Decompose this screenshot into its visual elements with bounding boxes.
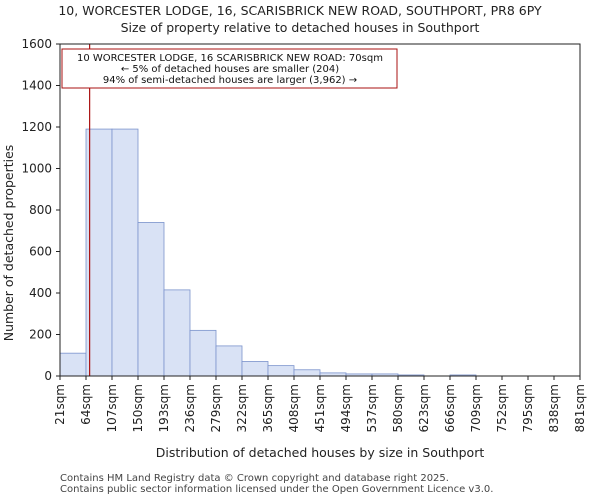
x-tick-label: 752sqm: [495, 384, 509, 432]
bar-365sqm: [267, 365, 295, 377]
x-tick-label: 64sqm: [79, 384, 93, 425]
y-tick-label: 1400: [21, 79, 52, 93]
bar-236sqm: [189, 329, 217, 377]
plot-frame: [59, 43, 581, 377]
x-axis-label: Distribution of detached houses by size …: [156, 445, 485, 460]
x-tick-label: 322sqm: [235, 384, 249, 432]
chart-subtitle: Size of property relative to detached ho…: [121, 20, 480, 35]
x-tick-label: 451sqm: [313, 384, 327, 432]
bar-150sqm: [137, 222, 165, 377]
bar-193sqm: [163, 289, 191, 377]
bar-279sqm: [215, 345, 243, 377]
y-tick-label: 1200: [21, 120, 52, 134]
footer-line-1: Contains HM Land Registry data © Crown c…: [60, 473, 449, 484]
bar-322sqm: [241, 361, 269, 377]
x-tick-label: 408sqm: [287, 384, 301, 432]
y-axis: 0 200 400 600 800 1000 1200 1400 1600: [21, 37, 60, 383]
annotation-line-3: 94% of semi-detached houses are larger (…: [103, 75, 357, 86]
x-tick-label: 494sqm: [339, 384, 353, 432]
annotation-line-2: ← 5% of detached houses are smaller (204…: [121, 64, 339, 75]
bar-107sqm: [111, 128, 139, 377]
x-tick-label: 838sqm: [547, 384, 561, 432]
y-tick-label: 600: [29, 245, 52, 259]
annotation-box: [61, 48, 398, 89]
histogram-chart: 10, WORCESTER LODGE, 16, SCARISBRICK NEW…: [1, 3, 587, 460]
y-tick-label: 200: [29, 328, 52, 342]
x-tick-label: 580sqm: [391, 384, 405, 432]
y-tick-label: 0: [44, 369, 52, 383]
y-tick-label: 1000: [21, 162, 52, 176]
bar-408sqm: [293, 369, 321, 377]
x-tick-label: 21sqm: [53, 384, 67, 425]
annotation-line-1: 10 WORCESTER LODGE, 16 SCARISBRICK NEW R…: [77, 53, 383, 64]
x-tick-label: 623sqm: [417, 384, 431, 432]
y-tick-label: 800: [29, 203, 52, 217]
bar-64sqm: [85, 128, 113, 377]
footer-line-2: Contains public sector information licen…: [60, 484, 494, 495]
x-tick-label: 193sqm: [157, 384, 171, 432]
x-tick-label: 236sqm: [183, 384, 197, 432]
x-tick-label: 666sqm: [443, 384, 457, 432]
x-tick-label: 795sqm: [521, 384, 535, 432]
x-tick-label: 881sqm: [573, 384, 587, 432]
x-tick-label: 279sqm: [209, 384, 223, 432]
x-tick-label: 150sqm: [131, 384, 145, 432]
y-tick-label: 1600: [21, 37, 52, 51]
y-axis-label: Number of detached properties: [1, 145, 16, 342]
x-tick-label: 107sqm: [105, 384, 119, 432]
x-axis: 21sqm 64sqm 107sqm 150sqm 193sqm 236sqm 279sqm…: [53, 376, 587, 432]
x-tick-label: 365sqm: [261, 384, 275, 432]
x-tick-label: 709sqm: [469, 384, 483, 432]
y-tick-label: 400: [29, 286, 52, 300]
x-tick-label: 537sqm: [365, 384, 379, 432]
bars-group: [59, 128, 477, 377]
bar-21sqm: [59, 352, 87, 377]
chart-title: 10, WORCESTER LODGE, 16, SCARISBRICK NEW…: [58, 3, 542, 18]
